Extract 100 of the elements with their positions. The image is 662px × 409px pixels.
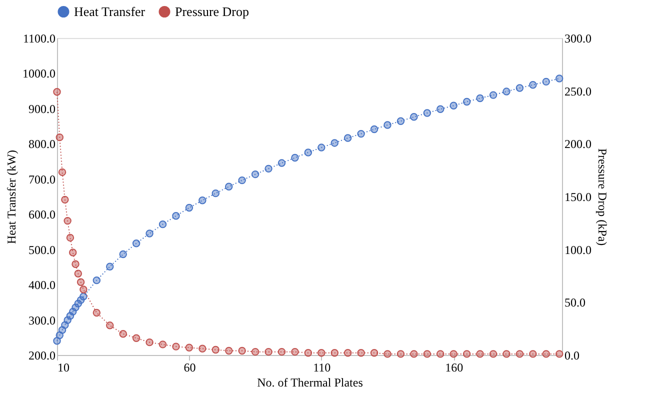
y2-tick-label: 150.0 xyxy=(564,190,592,204)
point xyxy=(92,308,101,317)
point xyxy=(146,230,154,238)
point xyxy=(436,105,444,113)
point xyxy=(212,189,220,198)
y-tick-label: 400.0 xyxy=(28,278,56,292)
point xyxy=(542,78,550,86)
point xyxy=(489,350,498,358)
point xyxy=(172,212,180,220)
point xyxy=(278,159,286,167)
point xyxy=(384,121,392,129)
x-tick-label: 10 xyxy=(58,360,70,374)
point xyxy=(56,133,64,142)
y2-tick-label: 100.0 xyxy=(564,242,592,257)
point xyxy=(80,292,88,300)
point xyxy=(132,240,140,248)
point xyxy=(225,182,233,190)
point xyxy=(92,276,101,284)
point xyxy=(516,350,524,358)
y2-tick-label: 250.0 xyxy=(564,84,592,98)
point xyxy=(330,139,338,147)
point xyxy=(476,350,484,358)
y-tick-label: 600.0 xyxy=(28,208,56,222)
y-tick-label: 1000.0 xyxy=(22,66,56,81)
point xyxy=(370,349,378,357)
y2-axis-title: Pressure Drop (kPa) xyxy=(596,148,610,246)
point xyxy=(502,350,510,358)
point xyxy=(410,350,418,358)
y-tick-label: 300.0 xyxy=(28,313,56,328)
x-tick-label: 60 xyxy=(184,360,196,374)
point xyxy=(489,91,498,99)
point xyxy=(106,262,114,270)
point xyxy=(529,350,537,358)
point xyxy=(198,196,206,204)
point xyxy=(357,349,365,357)
point xyxy=(64,216,72,225)
x-axis-title: No. of Thermal Plates xyxy=(257,376,364,390)
point xyxy=(264,348,272,356)
point xyxy=(66,234,74,242)
point xyxy=(291,154,299,162)
legend-label: Pressure Drop xyxy=(175,4,250,19)
point xyxy=(556,350,564,358)
y2-tick-label: 0.0 xyxy=(564,348,580,362)
point xyxy=(318,144,326,152)
point xyxy=(198,344,206,353)
point xyxy=(158,340,167,348)
point xyxy=(291,348,299,356)
point xyxy=(146,338,154,346)
point xyxy=(423,109,432,117)
point xyxy=(58,168,66,176)
point xyxy=(69,248,77,256)
point xyxy=(410,113,418,121)
point xyxy=(396,117,405,125)
y-axis-title: Heat Transfer (kW) xyxy=(4,150,18,244)
point xyxy=(53,88,61,96)
point xyxy=(450,350,458,358)
point xyxy=(185,204,194,212)
point xyxy=(357,130,365,138)
y2-tick-label: 300.0 xyxy=(564,32,592,46)
point xyxy=(396,350,405,358)
point xyxy=(304,148,312,156)
point xyxy=(264,164,272,173)
point xyxy=(119,330,127,338)
point xyxy=(370,125,378,134)
point xyxy=(106,322,114,330)
point xyxy=(278,348,286,356)
y-tick-label: 200.0 xyxy=(28,348,56,362)
point xyxy=(251,170,260,178)
point xyxy=(132,334,140,342)
point xyxy=(185,344,194,352)
point xyxy=(172,342,180,350)
point xyxy=(251,348,260,356)
legend-label: Heat Transfer xyxy=(74,4,146,19)
y2-tick-label: 50.0 xyxy=(564,296,586,310)
point xyxy=(542,350,550,358)
point xyxy=(212,346,220,354)
point xyxy=(158,220,167,228)
point xyxy=(238,346,246,355)
point xyxy=(76,278,85,286)
point xyxy=(476,94,484,102)
y-tick-label: 1100.0 xyxy=(22,32,56,46)
point xyxy=(462,350,471,358)
point xyxy=(304,349,312,357)
point xyxy=(53,337,61,345)
point xyxy=(80,286,88,294)
point xyxy=(72,260,80,268)
x-tick-label: 110 xyxy=(313,360,331,374)
point xyxy=(74,270,82,278)
y-tick-label: 900.0 xyxy=(28,102,56,116)
y-tick-label: 800.0 xyxy=(28,137,56,152)
point xyxy=(556,74,564,82)
point xyxy=(529,81,537,89)
y-tick-label: 700.0 xyxy=(28,172,56,186)
point xyxy=(423,350,432,358)
point xyxy=(238,176,246,184)
point xyxy=(436,350,444,358)
point xyxy=(225,346,233,355)
point xyxy=(61,196,69,204)
point xyxy=(462,98,471,106)
point xyxy=(330,349,338,357)
